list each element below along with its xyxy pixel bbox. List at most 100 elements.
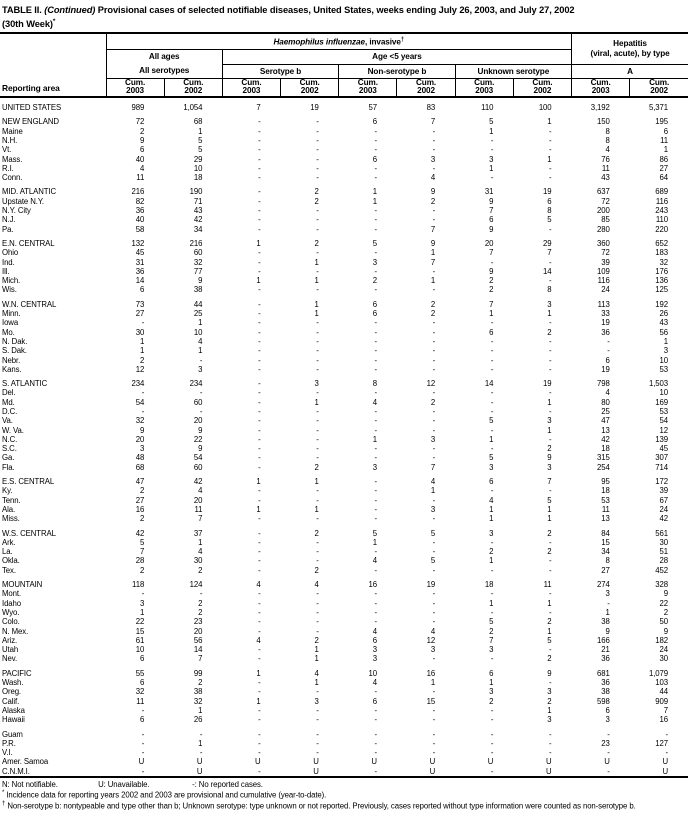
value-cell: U [313,757,319,767]
value-cell: 3 [605,715,610,725]
value-cell: 42 [659,514,669,524]
value-cell: - [258,495,261,505]
value-cell: 3 [430,434,436,444]
value-cell: 1 [430,678,436,688]
value-cell: 72 [601,196,610,206]
reporting-area-cell: Wash. [2,678,24,688]
value-cell: 2 [547,444,552,454]
value-cell: 15 [601,537,610,547]
value-cell: 31 [484,187,494,197]
value-cell: 18 [193,173,203,183]
value-cell: - [432,336,436,346]
value-cell: - [258,444,261,454]
value-cell: - [490,355,494,365]
value-cell: - [258,514,261,524]
reporting-area-cell: Okla. [2,556,20,566]
value-cell: - [374,547,377,557]
value-cell: - [374,748,377,758]
value-cell: 2 [314,635,319,645]
value-cell: 5 [489,453,494,463]
value-cell: - [374,145,377,155]
reporting-area-cell: Va. [2,416,13,426]
reporting-area-cell: MOUNTAIN [2,580,43,590]
value-cell: 132 [131,238,145,248]
value-cell: - [549,364,552,374]
reporting-area-cell: Fla. [2,462,15,472]
value-cell: - [549,589,552,599]
value-cell: - [258,598,261,608]
value-cell: 7 [198,654,203,664]
value-cell: 24 [601,285,610,295]
value-cell: 47 [601,416,610,426]
reporting-area-cell: Iowa [2,318,19,328]
table-row: Ohio 45 60 - - - 1 7 7 72 183 [0,248,688,257]
value-cell: 6 [139,145,145,155]
value-cell: 3 [430,504,436,514]
value-cell: 1 [372,187,377,197]
value-cell: 1 [489,126,494,136]
reporting-area-cell: Mont. [2,589,21,599]
reporting-area-cell: Mass. [2,154,23,164]
value-cell: 1 [314,309,319,319]
reporting-area-cell: N. Dak. [2,336,28,346]
table-row: N.Y. City 36 43 - - - - 7 8 200 243 [0,206,688,215]
column-header-cum-2002-5: Cum. 2002 [396,78,456,99]
value-cell: 12 [135,364,145,374]
value-cell: - [199,748,203,758]
value-cell: 9 [605,626,610,636]
value-cell: - [374,407,377,416]
value-cell: - [316,285,319,295]
value-cell: 51 [659,547,669,557]
value-cell: - [258,379,261,389]
value-cell: - [258,738,261,748]
value-cell: 2 [547,696,552,706]
value-cell: - [374,135,377,145]
reporting-area-cell: Del. [2,388,16,398]
value-cell: - [549,276,552,286]
value-cell: 2 [489,276,494,286]
value-cell: 58 [135,224,145,234]
value-cell: 36 [135,206,145,216]
value-cell: 45 [135,248,145,258]
value-cell: 56 [659,327,669,337]
value-cell: 1 [547,309,552,319]
table-row: N. Dak. 1 4 - - - - - - - 1 [0,337,688,346]
value-cell: 1 [605,607,610,617]
value-cell: - [549,537,552,547]
value-cell: 2 [663,607,668,617]
value-cell: 2 [139,486,145,496]
value-cell: 5 [372,238,377,248]
value-cell: 10 [368,668,377,678]
value-cell: 22 [193,434,203,444]
reporting-area-cell: N.J. [2,215,16,225]
value-cell: 40 [135,154,145,164]
value-cell: 38 [193,687,203,697]
value-cell: - [490,565,494,575]
value-cell: 72 [601,248,610,258]
value-cell: 5,371 [648,103,668,113]
value-cell: 1,079 [648,668,668,678]
table-row: V.I. - - - - - - - - - - [0,748,688,757]
column-group-all-ages: All ages [105,49,223,65]
reporting-area-cell: Ind. [2,257,15,267]
value-cell: 169 [655,397,668,407]
value-cell: 7 [547,248,552,258]
value-cell: 4 [314,580,319,590]
value-cell: 5 [489,117,494,127]
value-cell: 2 [314,238,319,248]
week-label: (30th Week) [2,19,53,30]
table-row: S.C. 3 9 - - - - - 2 18 45 [0,444,688,453]
value-cell: 2 [198,598,203,608]
value-cell: 2 [139,126,145,136]
legend-unavailable: U: Unavailable. [98,779,150,789]
asterisk-marker: * [2,790,5,797]
value-cell: 3 [314,379,319,389]
value-cell: - [374,486,377,496]
value-cell: - [490,318,494,328]
value-cell: - [316,748,319,758]
value-cell: - [199,407,203,416]
value-cell: - [258,318,261,328]
reporting-area-cell: Ark. [2,537,16,547]
value-cell: 60 [193,397,203,407]
value-cell: 1 [314,654,319,664]
